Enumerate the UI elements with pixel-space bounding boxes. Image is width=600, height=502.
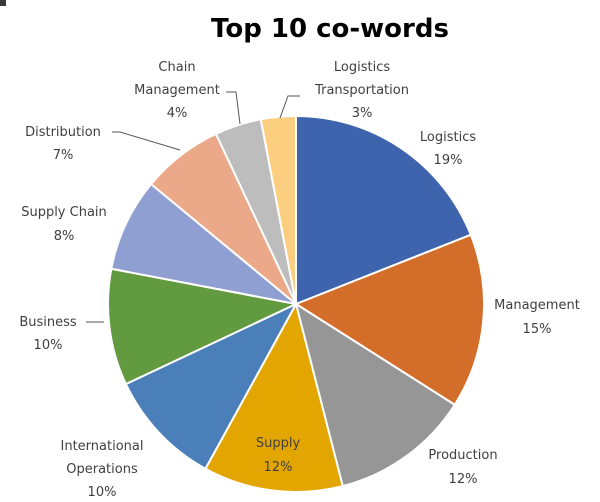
data-label-logistics-transportation: 3% (352, 106, 373, 121)
data-label-production: 12% (449, 472, 478, 487)
category-label-distribution: Distribution (25, 125, 101, 140)
category-label-chain-management: Management (134, 83, 220, 98)
category-label-business: Business (19, 315, 77, 330)
pie-slice-production (294, 301, 457, 488)
pie-slice-logistics-transportation (259, 114, 297, 305)
category-label-logistics-transportation: Logistics (334, 60, 390, 75)
data-label-distribution: 7% (53, 148, 74, 163)
data-label-management: 15% (523, 322, 552, 337)
pie-slice-supply-chain (110, 182, 297, 305)
data-label-logistics: 19% (434, 153, 463, 168)
data-label-international-operations: 10% (88, 485, 117, 500)
leader-line-distribution (112, 131, 181, 151)
pie-slice-international-operations (124, 301, 299, 471)
category-label-production: Production (428, 448, 497, 463)
data-label-business: 10% (34, 338, 63, 353)
chart-title: Top 10 co-words (211, 14, 449, 44)
category-label-supply-chain: Supply Chain (21, 205, 107, 220)
data-label-supply: 12% (264, 460, 293, 475)
leader-line-chain-management (226, 91, 241, 125)
category-label-supply: Supply (256, 436, 301, 451)
data-label-supply-chain: 8% (54, 229, 75, 244)
category-label-management: Management (494, 298, 580, 313)
corner-mark (0, 0, 6, 6)
category-label-international-operations: Operations (66, 462, 138, 477)
data-label-chain-management: 4% (167, 106, 188, 121)
pie-slice-logistics (295, 114, 473, 306)
category-label-logistics: Logistics (420, 130, 476, 145)
pie-slice-business (107, 267, 300, 386)
pie-slice-supply (204, 301, 344, 493)
category-label-international-operations: International (61, 439, 144, 454)
category-label-chain-management: Chain (158, 60, 195, 75)
pie-slice-management (293, 233, 485, 407)
category-label-logistics-transportation: Transportation (314, 83, 409, 98)
leader-line-logistics-transportation (279, 95, 300, 119)
